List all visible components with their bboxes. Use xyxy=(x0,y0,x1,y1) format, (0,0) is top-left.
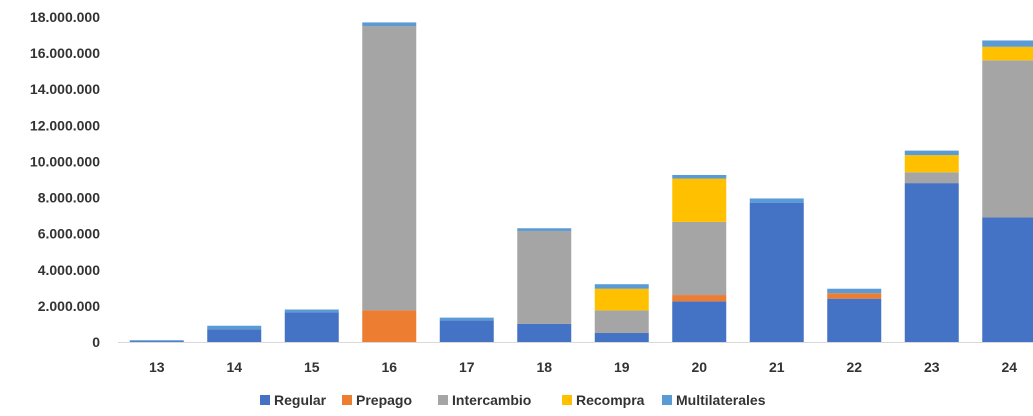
bar-segment-regular xyxy=(749,202,804,342)
bar-segment-intercambio xyxy=(517,230,572,324)
bar-segment-multilaterales xyxy=(129,340,184,342)
x-axis-categories: 13 14 15 16 17 18 19 20 21 22 23 24 xyxy=(149,359,1017,375)
bar-segment-multilaterales xyxy=(904,150,959,156)
y-tick-label: 8.000.000 xyxy=(38,190,100,206)
legend-label: Recompra xyxy=(576,392,645,408)
y-tick-label: 10.000.000 xyxy=(30,153,100,169)
bar-segment-intercambio xyxy=(672,221,727,296)
bar-segment-multilaterales xyxy=(827,288,882,294)
legend-label: Prepago xyxy=(356,392,412,408)
x-tick-label: 21 xyxy=(769,359,785,375)
bar-segment-recompra xyxy=(594,288,649,311)
x-tick-label: 14 xyxy=(226,359,242,375)
x-tick-label: 17 xyxy=(459,359,475,375)
x-tick-label: 23 xyxy=(924,359,940,375)
bar-segment-multilaterales xyxy=(749,198,804,203)
bar-segment-multilaterales xyxy=(284,309,339,313)
x-tick-label: 24 xyxy=(1001,359,1017,375)
y-tick-label: 6.000.000 xyxy=(38,226,100,242)
legend-swatch xyxy=(438,395,448,405)
y-tick-label: 16.000.000 xyxy=(30,45,100,61)
bar-segment-regular xyxy=(594,332,649,342)
y-tick-label: 12.000.000 xyxy=(30,117,100,133)
bar-segment-intercambio xyxy=(982,60,1033,218)
bar-segment-multilaterales xyxy=(594,284,649,289)
y-tick-label: 4.000.000 xyxy=(38,262,100,278)
bar-segment-recompra xyxy=(904,155,959,173)
bar-segment-multilaterales xyxy=(517,228,572,231)
bar-segment-prepago xyxy=(672,295,727,302)
bar-segment-intercambio xyxy=(362,26,417,311)
bar-segment-prepago xyxy=(362,310,417,342)
bar-segment-multilaterales xyxy=(439,317,494,321)
x-tick-label: 13 xyxy=(149,359,165,375)
bar-segment-regular xyxy=(129,341,184,342)
bar-segment-intercambio xyxy=(594,310,649,333)
legend: Regular Prepago Intercambio Recompra Multila… xyxy=(260,392,766,408)
bar-segment-multilaterales xyxy=(207,325,262,330)
bar-segment-regular xyxy=(439,320,494,342)
bar-segment-recompra xyxy=(672,178,727,222)
x-tick-label: 15 xyxy=(304,359,320,375)
y-axis-ticks: 0 2.000.000 4.000.000 6.000.000 8.000.000 10.… xyxy=(30,9,100,350)
y-tick-label: 14.000.000 xyxy=(30,81,100,97)
bar-segment-multilaterales xyxy=(672,174,727,179)
bar-segment-regular xyxy=(672,301,727,342)
bar-segment-prepago xyxy=(827,293,882,299)
bar-segment-multilaterales xyxy=(982,40,1033,47)
bar-segment-intercambio xyxy=(904,172,959,184)
bar-segment-regular xyxy=(904,183,959,342)
bar-segment-regular xyxy=(284,312,339,342)
legend-swatch xyxy=(662,395,672,405)
bar-segment-regular xyxy=(207,329,262,342)
bar-segment-regular xyxy=(517,323,572,342)
legend-label: Regular xyxy=(274,392,327,408)
x-tick-label: 19 xyxy=(614,359,630,375)
bar-segment-multilaterales xyxy=(362,22,417,27)
x-tick-label: 22 xyxy=(846,359,862,375)
x-tick-label: 18 xyxy=(536,359,552,375)
y-tick-label: 0 xyxy=(92,334,100,350)
y-tick-label: 18.000.000 xyxy=(30,9,100,25)
legend-label: Intercambio xyxy=(452,392,531,408)
y-tick-label: 2.000.000 xyxy=(38,298,100,314)
legend-swatch xyxy=(562,395,572,405)
bar-segment-regular xyxy=(982,217,1033,342)
x-tick-label: 20 xyxy=(691,359,707,375)
legend-label: Multilaterales xyxy=(676,392,766,408)
bar-segment-recompra xyxy=(982,46,1033,61)
legend-swatch xyxy=(260,395,270,405)
x-tick-label: 16 xyxy=(381,359,397,375)
bar-segment-regular xyxy=(827,298,882,342)
legend-swatch xyxy=(342,395,352,405)
bars xyxy=(129,22,1033,342)
